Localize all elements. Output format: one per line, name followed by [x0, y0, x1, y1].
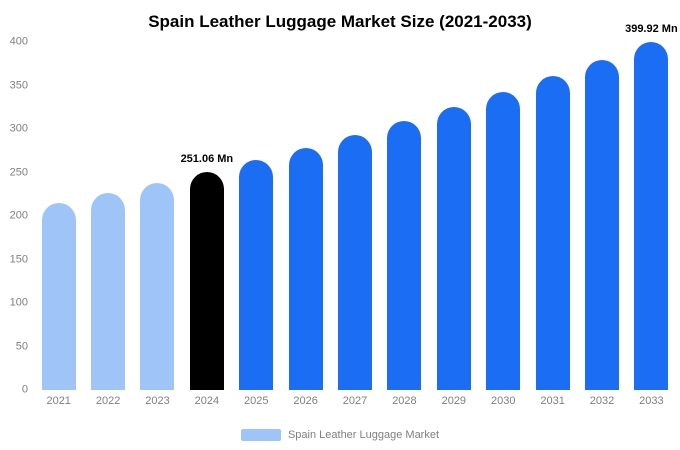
- bar-column-2022: 2022: [83, 42, 132, 414]
- bar-column-2025: 2025: [232, 42, 281, 414]
- y-tick-150: 150: [9, 253, 28, 265]
- bar-2025: [239, 159, 274, 390]
- bar-column-2027: 2027: [330, 42, 379, 414]
- chart-title: Spain Leather Luggage Market Size (2021-…: [148, 12, 532, 31]
- bar-area-2028: [380, 42, 429, 390]
- x-label-2031: 2031: [540, 395, 565, 407]
- x-label-2033: 2033: [639, 395, 664, 407]
- bar-area-2025: [232, 42, 281, 390]
- bar-area-2021: [34, 42, 83, 390]
- bar-2021: [41, 202, 76, 390]
- y-tick-350: 350: [9, 79, 28, 91]
- bar-area-2029: [429, 42, 478, 390]
- bar-column-2021: 2021: [34, 42, 83, 414]
- y-tick-400: 400: [9, 35, 28, 48]
- bar-2031: [535, 76, 570, 390]
- bar-chart: 0 50 100 150 200 250 300 350 400 2021 2022 2023 251…: [0, 23, 680, 414]
- bar-2023: [140, 182, 175, 390]
- x-label-2027: 2027: [342, 395, 368, 407]
- bar-column-2033: 399.92 Mn 2033: [625, 23, 678, 414]
- y-tick-200: 200: [9, 209, 28, 222]
- y-axis: 0 50 100 150 200 250 300 350 400: [0, 36, 30, 395]
- bar-2028: [387, 121, 422, 390]
- x-label-2021: 2021: [46, 395, 71, 407]
- bar-area-2027: [330, 42, 379, 390]
- bar-column-2029: 2029: [429, 42, 478, 414]
- y-tick-100: 100: [9, 296, 28, 309]
- bar-area-2022: [83, 42, 132, 390]
- bar-2027: [338, 134, 373, 390]
- y-tick-300: 300: [9, 122, 28, 135]
- x-label-2023: 2023: [145, 395, 170, 407]
- legend-swatch: [240, 429, 281, 441]
- y-tick-0: 0: [21, 383, 28, 396]
- bar-2033: [634, 42, 669, 390]
- x-label-2025: 2025: [244, 395, 269, 407]
- bar-2026: [288, 147, 323, 390]
- x-label-2026: 2026: [293, 395, 318, 407]
- bar-column-2024: 251.06 Mn 2024: [180, 42, 234, 414]
- x-label-2028: 2028: [392, 395, 417, 407]
- x-label-2024: 2024: [194, 395, 220, 407]
- x-label-2030: 2030: [490, 395, 516, 407]
- bar-2024: [189, 171, 224, 390]
- bar-area-2032: [577, 42, 626, 390]
- value-label-2024: 251.06 Mn: [180, 152, 234, 165]
- bar-column-2032: 2032: [577, 42, 626, 414]
- bar-column-2028: 2028: [380, 42, 429, 414]
- bar-column-2030: 2030: [479, 42, 528, 414]
- bar-area-2023: [133, 42, 182, 390]
- bar-column-2023: 2023: [133, 42, 182, 414]
- x-label-2032: 2032: [589, 395, 615, 407]
- value-label-2033: 399.92 Mn: [625, 23, 678, 36]
- bar-area-2024: 251.06 Mn: [180, 42, 234, 390]
- bar-column-2026: 2026: [281, 42, 330, 414]
- bar-column-2031: 2031: [528, 42, 577, 414]
- bar-area-2030: [479, 42, 528, 390]
- bar-area-2031: [528, 42, 577, 390]
- bar-2022: [91, 193, 126, 390]
- x-label-2029: 2029: [441, 395, 467, 407]
- y-tick-250: 250: [9, 166, 28, 178]
- bar-2029: [436, 107, 471, 390]
- legend: Spain Leather Luggage Market: [0, 429, 680, 441]
- x-label-2022: 2022: [95, 395, 121, 407]
- bar-2032: [584, 59, 619, 390]
- bar-2030: [486, 92, 521, 390]
- y-tick-50: 50: [15, 340, 28, 352]
- bar-area-2033: 399.92 Mn: [625, 23, 678, 390]
- bar-area-2026: [281, 42, 330, 390]
- plot-area: 2021 2022 2023 251.06 Mn 2024 2025 2026 2027 202…: [34, 23, 678, 414]
- legend-label: Spain Leather Luggage Market: [287, 429, 440, 441]
